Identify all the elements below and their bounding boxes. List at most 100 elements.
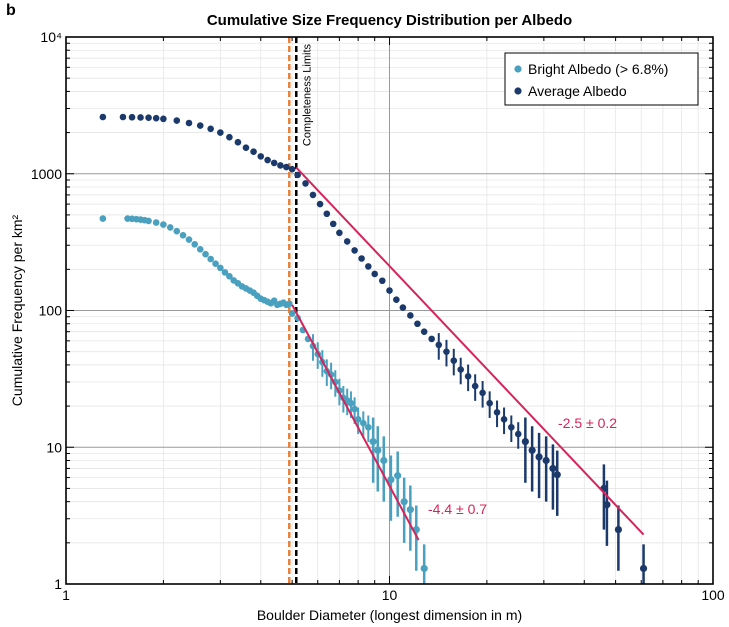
chart-title: Cumulative Size Frequency Distribution p… [207,12,572,29]
bright-albedo-point [99,215,107,222]
average-albedo-point [365,263,372,270]
bright-albedo-point [387,476,395,484]
average-albedo-point [196,122,204,129]
average-albedo-point [457,366,465,373]
average-albedo-point [343,238,351,245]
average-albedo-point [152,114,160,122]
legend-box [504,52,699,106]
average-albedo-point [264,156,271,164]
average-albedo-point [414,320,421,328]
bright-albedo-point [394,472,402,480]
bright-albedo-point [217,264,224,272]
average-albedo-point [508,423,515,431]
average-albedo-point [217,129,224,136]
bright-albedo-point [347,399,355,407]
average-albedo-point [549,464,557,473]
bright-albedo-point [207,255,214,263]
fit-line [295,166,645,536]
average-albedo-point [207,125,214,133]
average-albedo-point [302,180,309,187]
average-albedo-point [234,138,242,146]
bright-albedo-point [145,217,152,225]
average-albedo-point [443,348,450,355]
average-albedo-point [603,501,611,509]
bright-albedo-point [221,269,229,276]
x-tick-label: 100 [701,587,725,603]
average-albedo-point [521,437,529,446]
bright-albedo-point [185,236,193,243]
average-albedo-point [393,296,400,303]
bright-albedo-point [351,405,358,413]
average-albedo-point [528,446,536,454]
average-albedo-point [479,389,486,397]
average-albedo-point [399,304,407,311]
bright-albedo-point [160,221,167,228]
bright-albedo-point [420,564,428,573]
average-albedo-point [535,453,543,461]
average-albedo-point [486,399,493,407]
bright-albedo-point [202,250,209,258]
average-albedo-point [464,373,472,380]
average-albedo-point [614,525,622,534]
average-albedo-point [420,328,428,335]
completeness-limits-label: Completeness Limits [301,44,313,147]
bright-albedo-point [152,219,160,226]
average-albedo-point [145,114,152,121]
average-albedo-point [185,119,193,127]
average-albedo-point [160,115,167,123]
bright-albedo-point [226,272,233,280]
average-albedo-point [378,277,386,285]
bright-albedo-point [179,231,187,239]
bright-albedo-point [369,437,377,446]
average-albedo-point [371,270,378,278]
average-albedo-point [250,148,257,155]
y-tick-label: 10 [46,439,62,455]
average-albedo-point [542,456,550,465]
bright-albedo-point [374,446,382,454]
legend-marker [514,65,522,73]
average-albedo-point [435,341,443,349]
average-albedo-point [386,287,393,294]
average-albedo-point [257,153,265,160]
average-albedo-point [329,220,337,228]
average-albedo-point [316,200,324,208]
fit-line [291,304,420,541]
average-albedo-point [514,430,522,438]
average-albedo-point [351,247,358,254]
bright-albedo-point [406,505,414,514]
legend-entry: Average Albedo [528,83,627,99]
average-albedo-point [407,312,414,319]
average-albedo-point [119,113,127,121]
average-albedo-point [450,357,458,364]
average-albedo-point [323,210,331,218]
bright-albedo-point [285,300,293,308]
bright-albedo-point [365,423,372,431]
y-axis-label: Cumulative Frequency per km² [9,214,25,406]
average-albedo-point [471,382,479,390]
average-albedo-point [309,191,317,199]
y-tick-label: 1000 [31,166,62,182]
y-tick-label: 10⁴ [40,29,62,45]
bright-albedo-point [354,416,362,423]
bright-albedo-point [212,260,219,267]
bright-albedo-point [380,456,388,465]
average-albedo-point [99,113,107,121]
panel-label: b [6,2,16,19]
average-albedo-point [288,165,296,173]
bright-albedo-point [288,310,296,317]
bright-albedo-point [173,227,181,235]
average-albedo-point [493,409,501,416]
bright-albedo-point [360,419,367,427]
average-albedo-point [277,162,284,169]
average-albedo-point [639,564,648,573]
average-albedo-point [137,114,144,121]
bright-albedo-point [196,246,204,253]
fit-label-bright: -4.4 ± 0.7 [428,501,487,517]
x-axis-label: Boulder Diameter (longest dimension in m… [257,607,522,623]
average-albedo-point [226,133,233,141]
bright-albedo-point [191,240,199,248]
y-tick-label: 100 [39,303,63,319]
average-albedo-point [270,159,278,167]
x-tick-label: 10 [382,587,398,603]
